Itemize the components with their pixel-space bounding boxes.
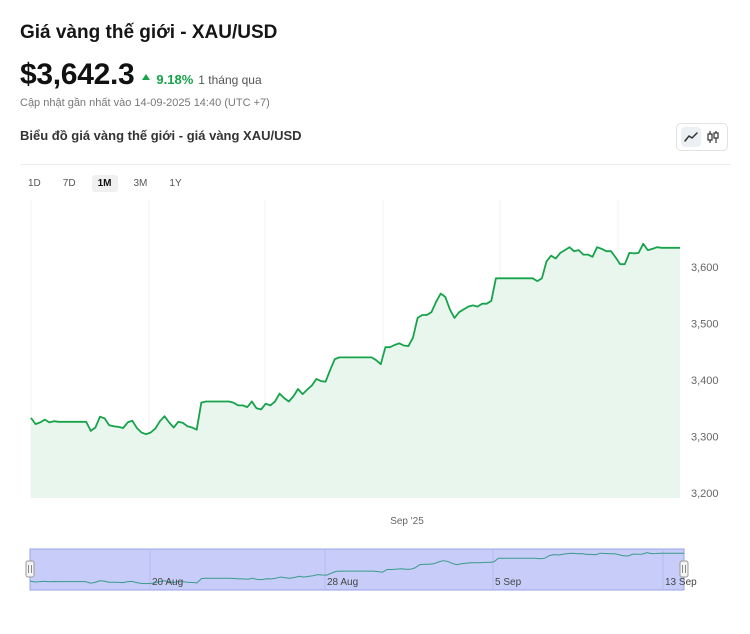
range-1m-button[interactable]: 1M	[91, 175, 118, 192]
line-chart-button[interactable]	[681, 127, 701, 147]
navigator-handle-right[interactable]	[679, 560, 689, 578]
line-chart-icon	[684, 132, 698, 142]
price-row: $3,642.3 9.18% 1 tháng qua	[20, 58, 262, 92]
y-tick-label: 3,500	[691, 319, 719, 331]
navigator-tick-label: 13 Sep	[665, 577, 697, 588]
change-percent: 9.18%	[156, 72, 194, 87]
x-tick-label: Sep '25	[390, 516, 424, 527]
candlestick-icon	[707, 131, 719, 143]
current-price: $3,642.3	[20, 58, 135, 91]
range-1d-button[interactable]: 1D	[28, 178, 41, 189]
navigator-tick-label: 28 Aug	[327, 577, 358, 588]
navigator-line	[29, 552, 684, 585]
navigator[interactable]: 20 Aug 28 Aug 5 Sep 13 Sep	[25, 548, 697, 591]
page-title: Giá vàng thế giới - XAU/USD	[20, 22, 278, 43]
range-1y-button[interactable]: 1Y	[169, 178, 182, 189]
price-area	[31, 243, 680, 498]
change-period: 1 tháng qua	[198, 73, 262, 87]
last-updated: Cập nhật gần nhất vào 14-09-2025 14:40 (…	[20, 97, 270, 109]
y-tick-label: 3,400	[691, 375, 719, 387]
y-axis: 3,200 3,300 3,400 3,500 3,600	[691, 262, 719, 500]
y-tick-label: 3,300	[691, 432, 719, 444]
navigator-tick-label: 20 Aug	[152, 577, 183, 588]
arrow-up-icon	[142, 74, 151, 80]
navigator-handle-left[interactable]	[25, 560, 35, 578]
price-line	[30, 242, 680, 436]
navigator-tick-label: 5 Sep	[495, 577, 522, 588]
chart-type-toggle	[676, 123, 728, 151]
range-7d-button[interactable]: 7D	[62, 178, 76, 189]
range-3m-button[interactable]: 3M	[133, 178, 148, 189]
candlestick-button[interactable]	[703, 127, 723, 147]
y-tick-label: 3,200	[691, 488, 719, 500]
time-range-selector: 1D 7D 1M 3M 1Y	[22, 175, 198, 192]
chart-heading: Biểu đồ giá vàng thế giới - giá vàng XAU…	[20, 128, 302, 143]
y-tick-label: 3,600	[691, 262, 719, 274]
divider	[20, 164, 730, 165]
